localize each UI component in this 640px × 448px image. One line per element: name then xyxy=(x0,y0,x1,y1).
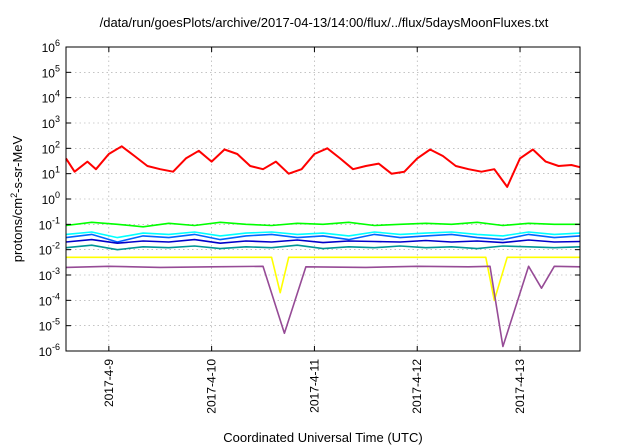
y-tick-exponent: -2 xyxy=(52,241,60,251)
series-line-6 xyxy=(65,244,581,251)
y-tick-exponent: -5 xyxy=(52,317,60,327)
y-tick-label: 10-4 xyxy=(39,291,60,308)
x-axis: 2017-4-9 2017-4-10 2017-4-11 2017-4-12 2017-… xyxy=(102,47,527,414)
y-axis-label-rest: -s-sr-MeV xyxy=(10,135,25,192)
y-tick-label: 105 xyxy=(42,63,60,80)
y-tick-base: 10 xyxy=(39,218,53,232)
y-axis-label-main: protons/cm xyxy=(10,198,25,262)
y-tick-exponent: 6 xyxy=(55,38,60,48)
y-tick-label: 102 xyxy=(42,139,60,156)
x-tick-label: 2017-4-9 xyxy=(102,359,116,407)
y-tick-base: 10 xyxy=(39,294,53,308)
y-tick-exponent: 5 xyxy=(55,63,60,73)
y-tick-label: 10-2 xyxy=(39,241,60,258)
y-tick-label: 100 xyxy=(42,190,60,207)
series-line-4 xyxy=(65,233,581,243)
y-axis: 10-610-510-410-310-210-11001011021031041… xyxy=(39,38,580,359)
y-tick-base: 10 xyxy=(42,66,56,80)
y-tick-label: 101 xyxy=(42,165,60,182)
x-tick-label: 2017-4-11 xyxy=(307,359,321,413)
y-tick-label: 10-5 xyxy=(39,317,60,334)
y-tick-exponent: 1 xyxy=(55,165,60,175)
y-tick-label: 10-3 xyxy=(39,266,60,283)
series-line-3 xyxy=(65,231,581,239)
y-tick-label: 10-6 xyxy=(39,342,60,359)
y-tick-exponent: 0 xyxy=(55,190,60,200)
y-tick-base: 10 xyxy=(39,320,53,334)
y-tick-exponent: 3 xyxy=(55,114,60,124)
y-tick-exponent: -4 xyxy=(52,291,60,301)
y-tick-base: 10 xyxy=(42,168,56,182)
y-tick-base: 10 xyxy=(39,269,53,283)
x-tick-label: 2017-4-13 xyxy=(513,359,527,414)
y-tick-exponent: 4 xyxy=(55,89,60,99)
series-line-8 xyxy=(65,265,581,348)
y-tick-label: 10-1 xyxy=(39,215,60,232)
y-tick-exponent: -6 xyxy=(52,342,60,352)
x-tick-label: 2017-4-12 xyxy=(410,359,424,414)
y-tick-label: 103 xyxy=(42,114,60,131)
y-tick-base: 10 xyxy=(42,142,56,156)
series-line-7 xyxy=(66,256,580,302)
y-tick-base: 10 xyxy=(42,117,56,131)
chart-title: /data/run/goesPlots/archive/2017-04-13/1… xyxy=(100,15,549,30)
y-axis-label: protons/cm2-s-sr-MeV xyxy=(9,135,25,262)
y-tick-base: 10 xyxy=(42,193,56,207)
y-tick-base: 10 xyxy=(39,244,53,258)
grid-lines xyxy=(66,47,580,351)
series-line-1 xyxy=(65,145,581,188)
y-tick-base: 10 xyxy=(39,345,53,359)
series-line-5 xyxy=(65,238,581,244)
y-tick-base: 10 xyxy=(42,92,56,106)
y-tick-exponent: -1 xyxy=(52,215,60,225)
y-tick-base: 10 xyxy=(42,41,56,55)
x-tick-label: 2017-4-10 xyxy=(205,359,219,414)
y-axis-label-sup: 2 xyxy=(9,193,19,198)
y-tick-label: 104 xyxy=(42,89,60,106)
x-axis-label: Coordinated Universal Time (UTC) xyxy=(223,430,422,445)
y-tick-exponent: 2 xyxy=(55,139,60,149)
series-line-2 xyxy=(65,221,580,228)
y-tick-label: 106 xyxy=(42,38,60,55)
y-tick-exponent: -3 xyxy=(52,266,60,276)
series-lines xyxy=(65,145,581,348)
